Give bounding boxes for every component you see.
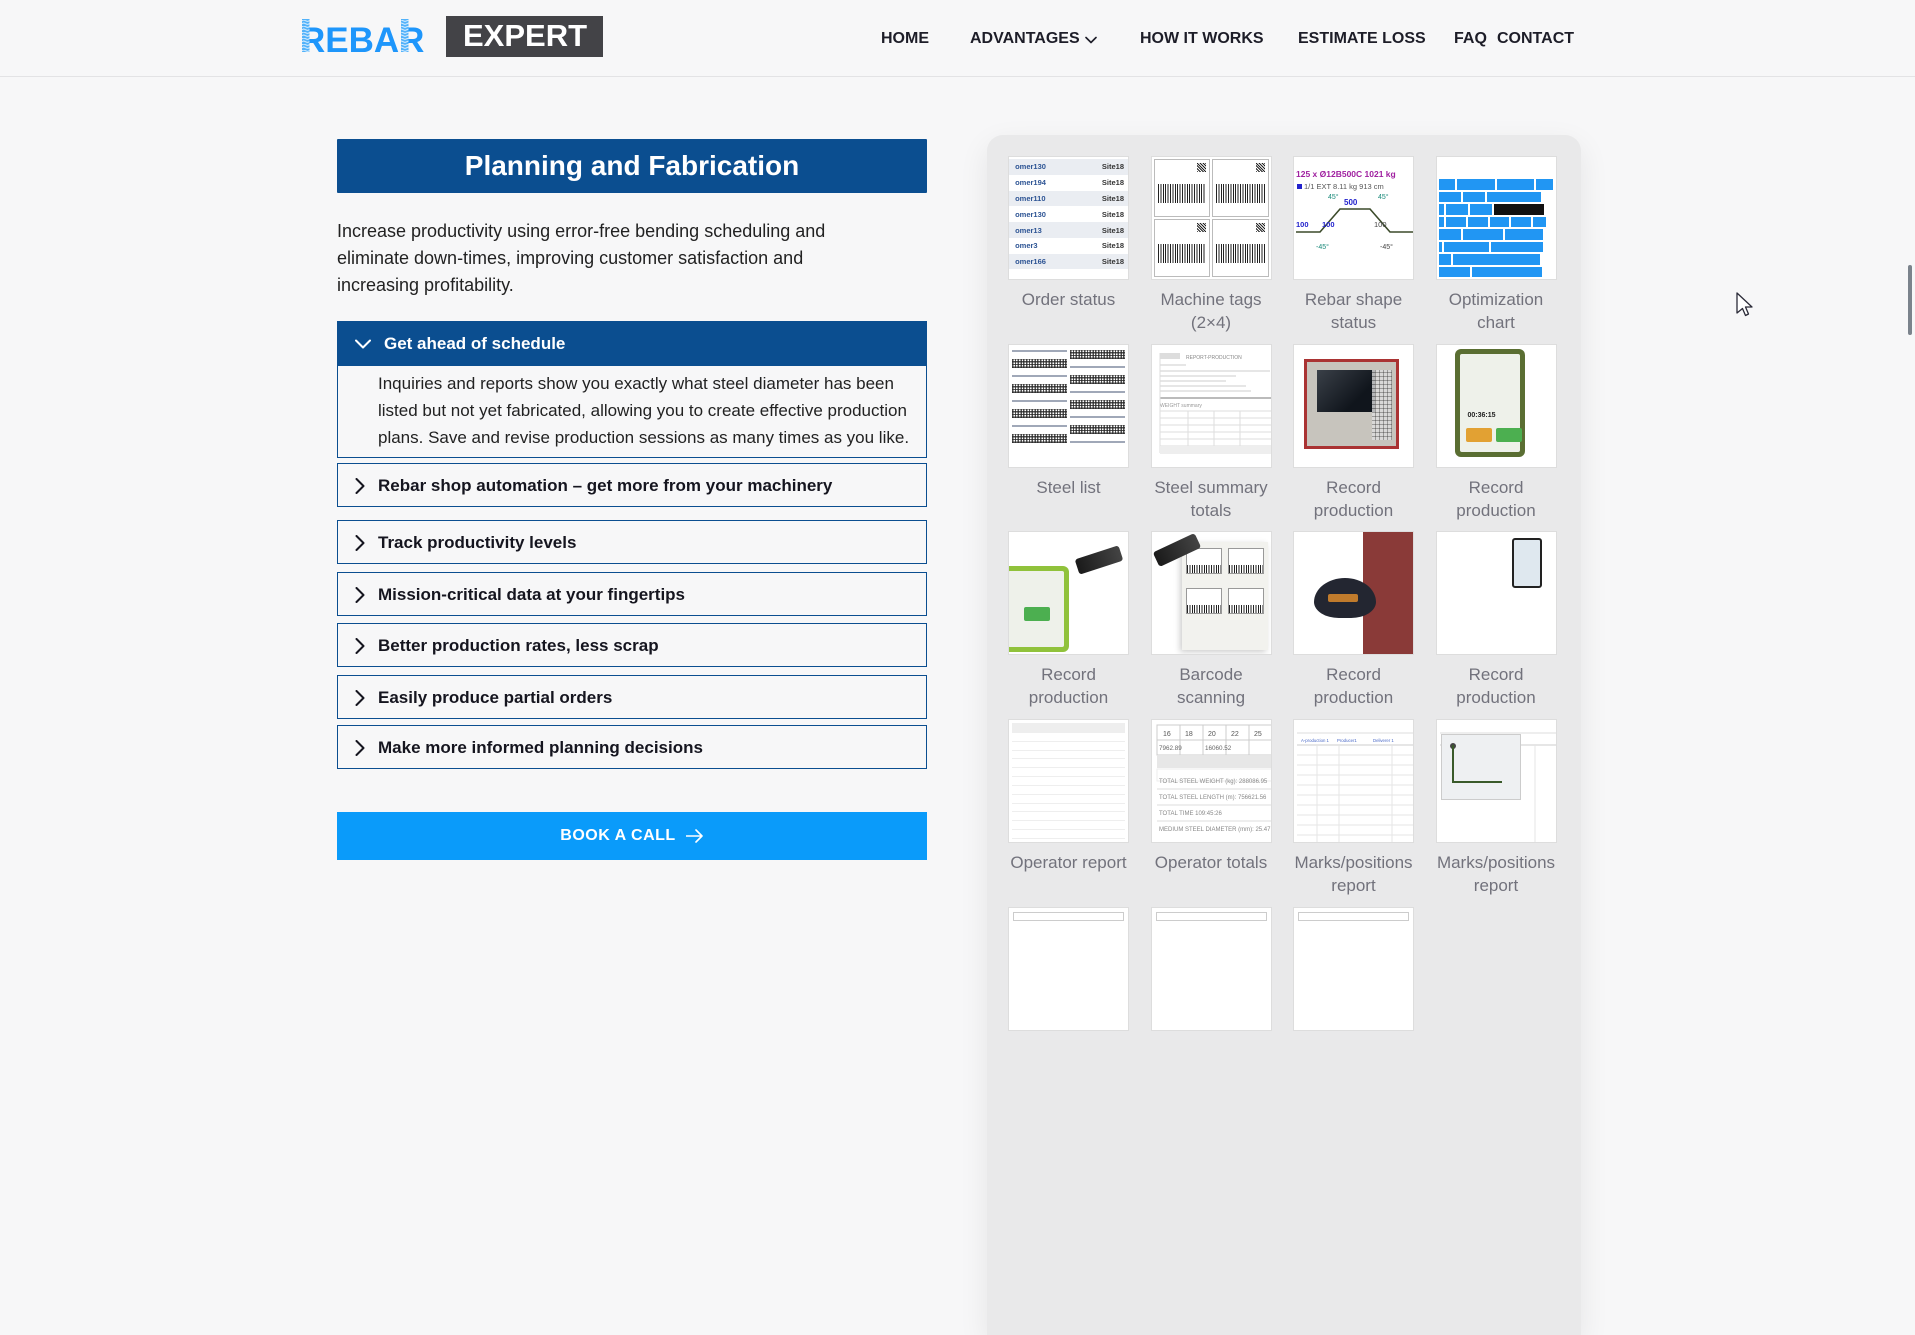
svg-text:TOTAL STEEL LENGTH (m): 756621: TOTAL STEEL LENGTH (m): 756621.56 bbox=[1159, 795, 1267, 801]
svg-text:22: 22 bbox=[1231, 731, 1239, 738]
svg-text:MEDIUM STEEL DIAMETER (mm): 25: MEDIUM STEEL DIAMETER (mm): 25.47 bbox=[1159, 827, 1271, 833]
svg-text:500: 500 bbox=[1344, 198, 1358, 207]
svg-text:REPORT-PRODUCTION: REPORT-PRODUCTION bbox=[1186, 355, 1242, 361]
svg-text:7962.89: 7962.89 bbox=[1159, 745, 1182, 752]
svg-text:25: 25 bbox=[1254, 731, 1262, 738]
svg-text:1/1 EXT 8.11 kg 913 cm: 1/1 EXT 8.11 kg 913 cm bbox=[1304, 182, 1384, 191]
svg-text:-45°: -45° bbox=[1380, 243, 1393, 251]
svg-text:-45°: -45° bbox=[1316, 243, 1329, 251]
svg-text:Producer1: Producer1 bbox=[1337, 738, 1357, 743]
svg-text:WEIGHT summary: WEIGHT summary bbox=[1160, 403, 1202, 409]
svg-text:A-production 1: A-production 1 bbox=[1301, 738, 1330, 743]
svg-text:100: 100 bbox=[1374, 220, 1387, 229]
svg-text:TOTAL TIME 109:45:26: TOTAL TIME 109:45:26 bbox=[1159, 811, 1222, 817]
svg-text:18: 18 bbox=[1185, 731, 1193, 738]
svg-text:125 x Ø12B500C 1021 kg: 125 x Ø12B500C 1021 kg bbox=[1296, 169, 1396, 179]
svg-text:EXPERT: EXPERT bbox=[463, 18, 587, 53]
svg-text:16: 16 bbox=[1163, 731, 1171, 738]
svg-text:100: 100 bbox=[1296, 220, 1309, 229]
svg-text:20: 20 bbox=[1208, 731, 1216, 738]
svg-text:Deliverer 1: Deliverer 1 bbox=[1373, 738, 1394, 743]
svg-text:TOTAL STEEL WEIGHT (kg): 28808: TOTAL STEEL WEIGHT (kg): 288086.95 bbox=[1159, 779, 1268, 785]
svg-text:16060.52: 16060.52 bbox=[1205, 745, 1232, 752]
svg-text:45°: 45° bbox=[1328, 193, 1339, 201]
svg-text:100: 100 bbox=[1322, 220, 1335, 229]
svg-text:45°: 45° bbox=[1378, 193, 1389, 201]
